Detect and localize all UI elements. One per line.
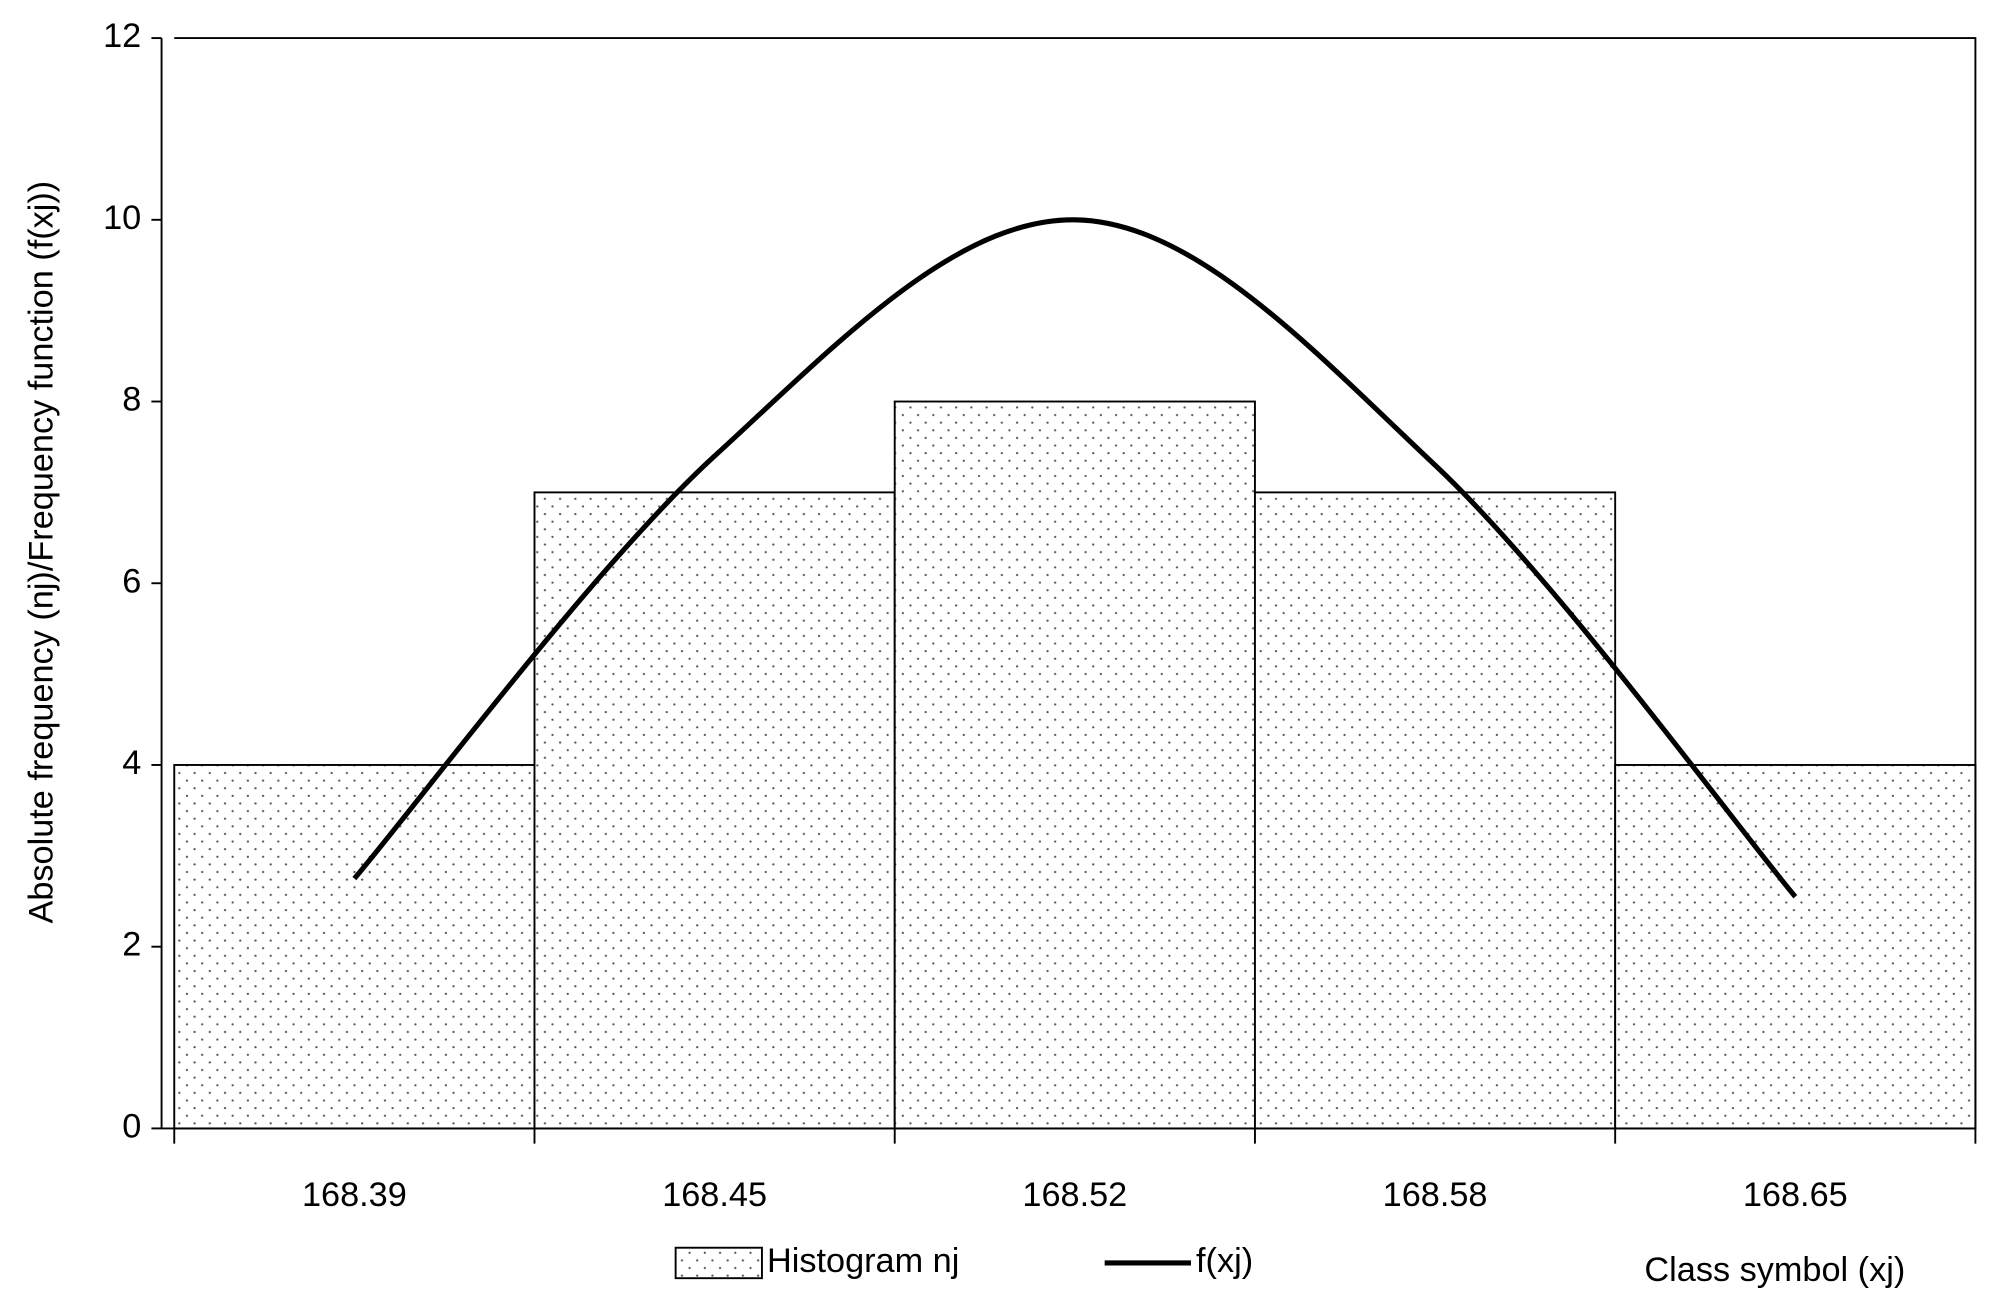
y-tick-label: 8	[122, 381, 141, 419]
x-tick-label: 168.58	[1383, 1176, 1488, 1214]
y-tick-label: 12	[103, 17, 141, 55]
line	[352, 217, 1798, 899]
x-tick-label: 168.39	[302, 1176, 407, 1214]
legend-label: f(xj)	[1196, 1242, 1253, 1280]
y-tick-label: 6	[122, 562, 141, 600]
y-axis-label: Absolute frequency (nj)/Frequency functi…	[23, 181, 61, 924]
legend-label: Histogram nj	[767, 1242, 959, 1280]
x-tick-label: 168.52	[1022, 1176, 1127, 1214]
bar	[533, 491, 896, 1130]
bar	[1253, 491, 1617, 1130]
legend-swatch	[674, 1246, 763, 1280]
x-tick-label: 168.65	[1743, 1176, 1848, 1214]
bar	[893, 400, 1256, 1130]
x-axis-label: Class symbol (xj)	[1644, 1251, 1905, 1289]
bar	[1614, 764, 1977, 1130]
plot-frame	[174, 37, 1977, 1129]
x-tick-label: 168.45	[662, 1176, 767, 1214]
y-tick-label: 2	[122, 926, 141, 964]
y-tick-label: 10	[103, 199, 141, 237]
y-tick-label: 0	[122, 1107, 141, 1145]
bar	[173, 764, 536, 1130]
y-tick-label: 4	[122, 744, 141, 782]
